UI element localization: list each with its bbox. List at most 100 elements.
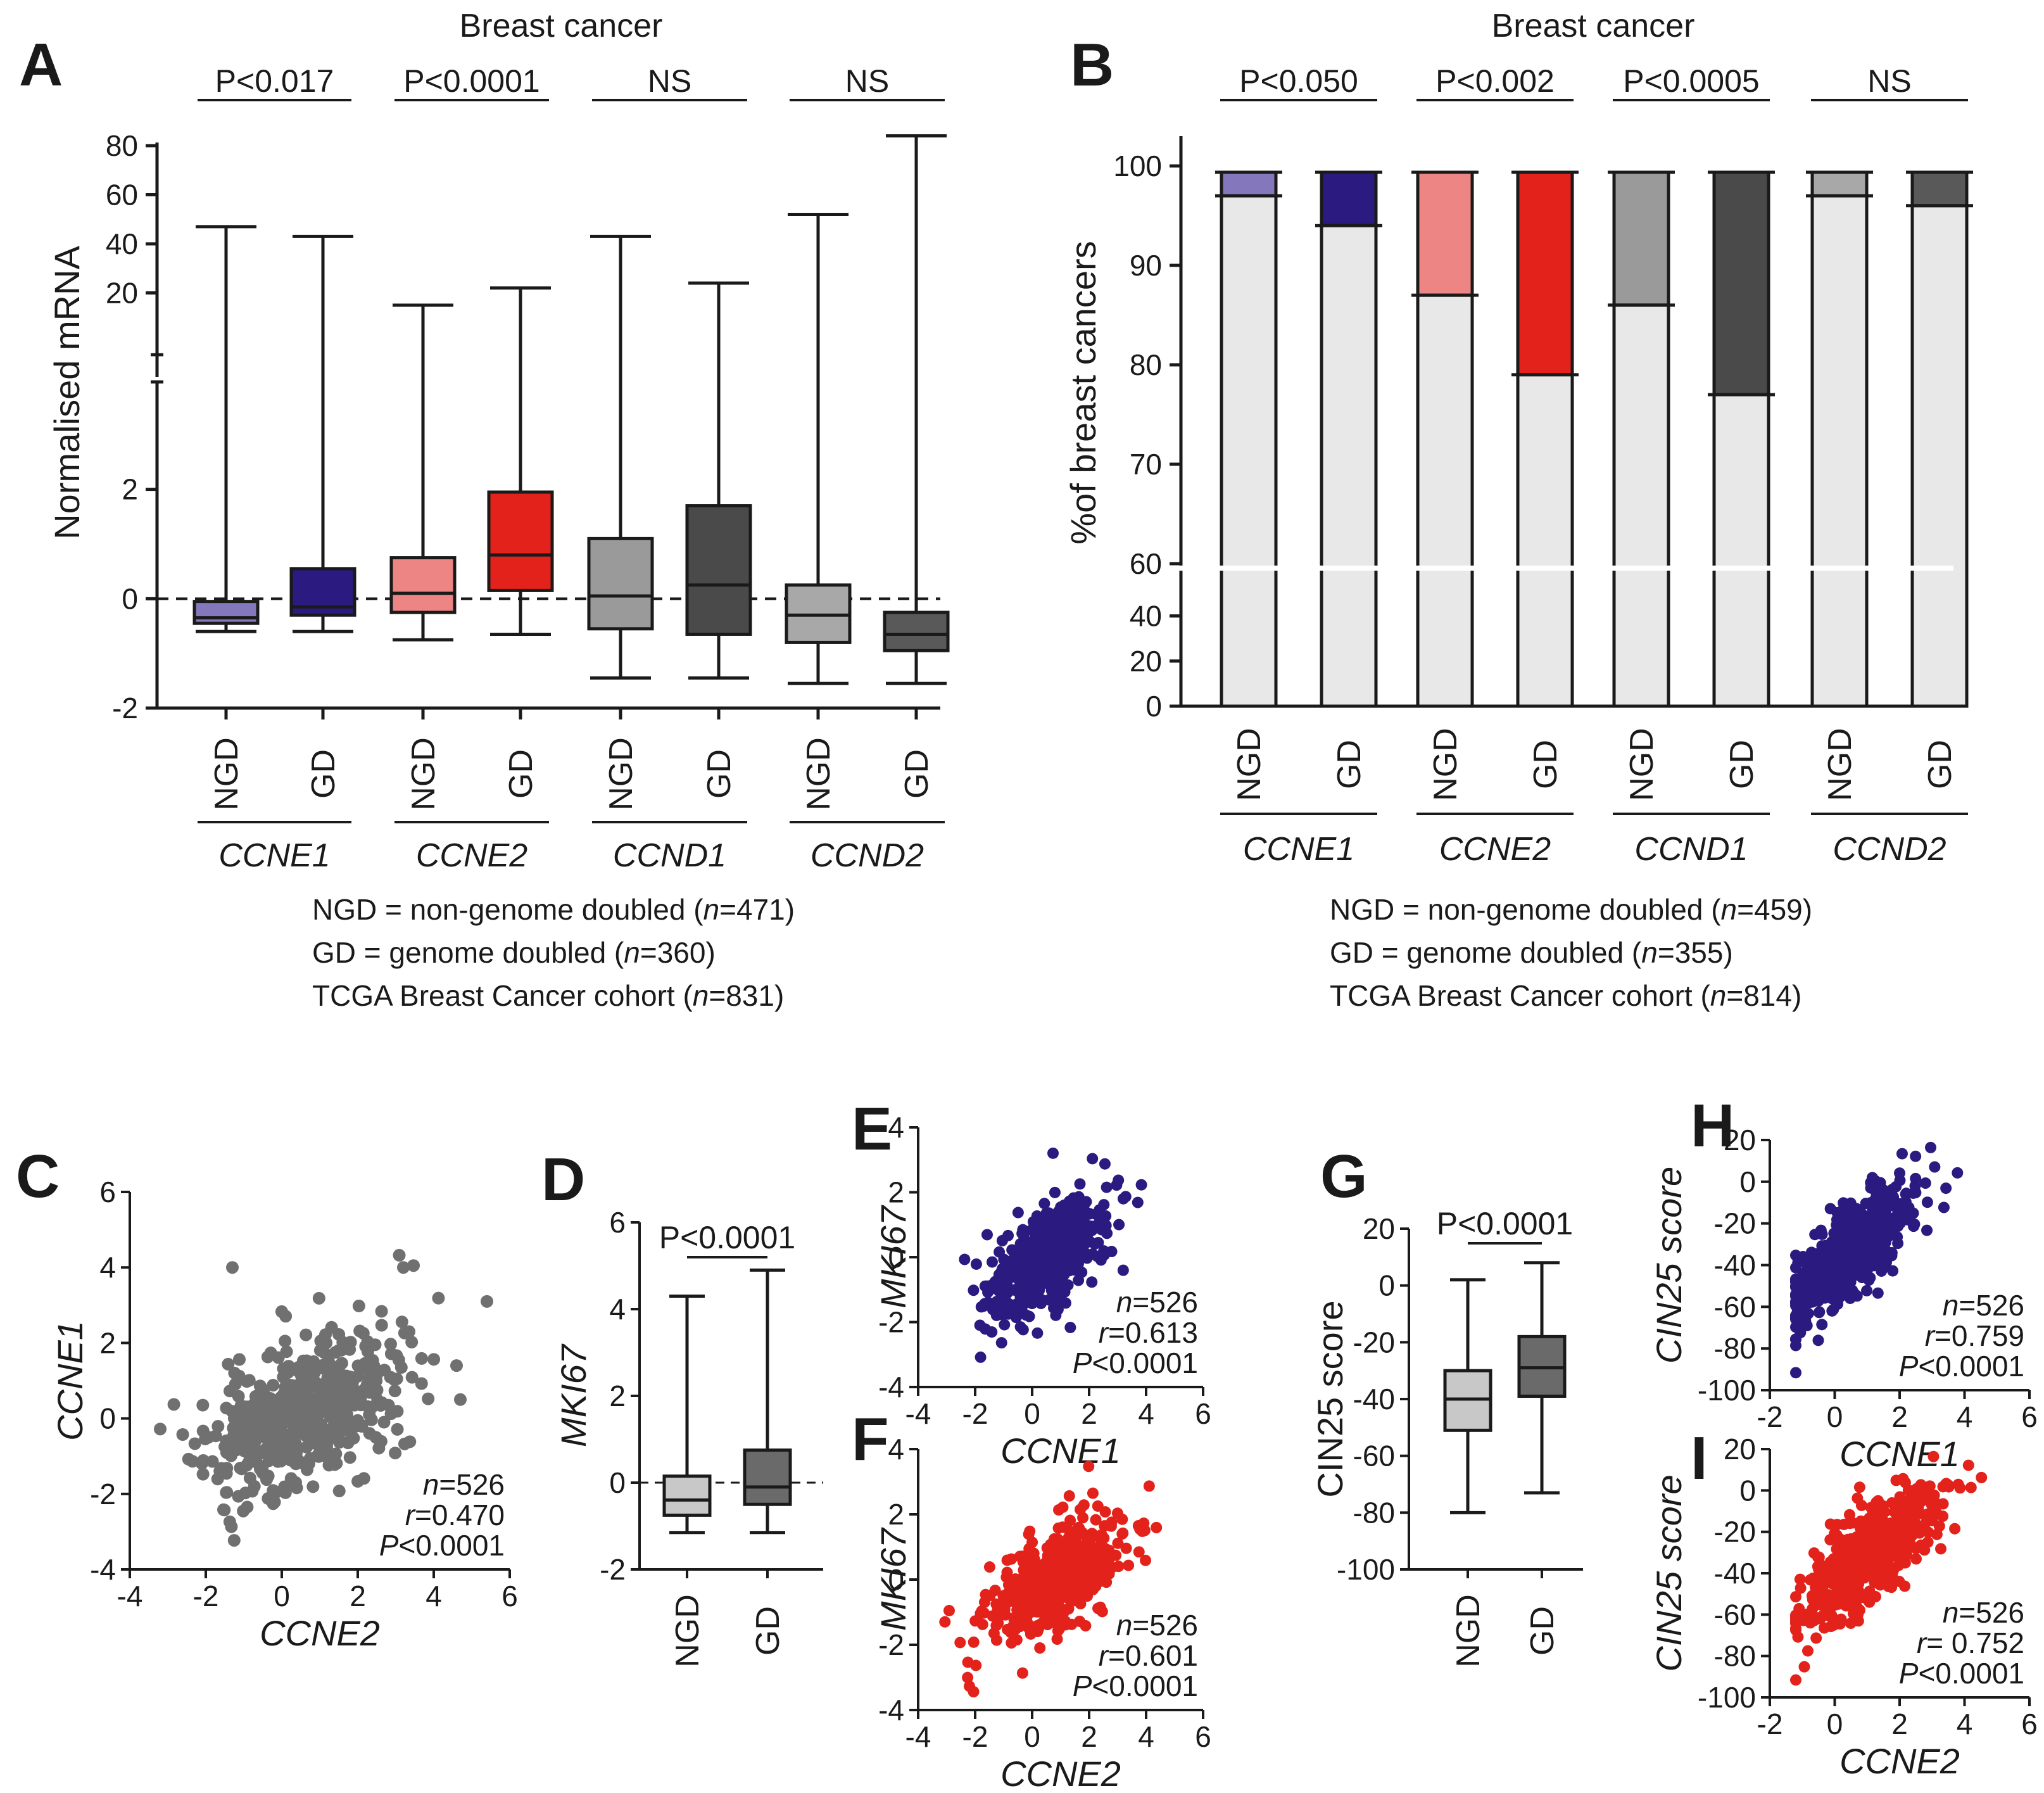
panel-h-data-point — [1797, 1312, 1809, 1324]
panel-a-box-ccne2-gd — [487, 490, 554, 592]
panel-d-y-tick-label: -2 — [600, 1553, 626, 1586]
panel-c-data-point — [176, 1428, 189, 1441]
panel-c-data-point — [347, 1431, 360, 1445]
panel-e-data-point — [1001, 1277, 1013, 1289]
panel-i-data-point — [1910, 1553, 1922, 1565]
panel-c-data-point — [415, 1377, 428, 1390]
panel-c-y-tick-label: 0 — [99, 1402, 116, 1435]
panel-g-significance-label: P<0.0001 — [1437, 1206, 1573, 1241]
panel-e-stat-label: P — [1073, 1346, 1092, 1379]
panel-b-y-tick-label: 20 — [1130, 645, 1162, 678]
panel-c-data-point — [354, 1360, 367, 1374]
panel-f-data-point — [1088, 1530, 1101, 1542]
panel-c-data-point — [300, 1440, 313, 1454]
panel-c-data-point — [206, 1455, 219, 1468]
panel-f-data-point — [1002, 1595, 1014, 1607]
panel-h-data-point — [1886, 1184, 1898, 1196]
panel-e-data-point — [1029, 1234, 1041, 1246]
panel-f-y-tick-label: -4 — [878, 1694, 904, 1726]
panel-i-data-point — [1849, 1593, 1861, 1606]
panel-d-y-tick-label: 2 — [609, 1379, 626, 1412]
panel-i-data-point — [1905, 1493, 1917, 1505]
panel-d-significance-label: P<0.0001 — [659, 1220, 795, 1255]
panel-i-data-point — [1927, 1450, 1940, 1462]
panel-f-data-point — [1025, 1573, 1037, 1585]
panel-f-data-point — [987, 1610, 999, 1622]
panel-c-data-point — [361, 1345, 374, 1358]
panel-h-data-point — [1838, 1197, 1850, 1209]
panel-f-stat-label: r — [1099, 1639, 1109, 1672]
panel-a-gene-label: CCND1 — [613, 837, 726, 874]
panel-e-data-point — [1008, 1284, 1020, 1296]
panel-e-stat-value: <0.0001 — [1092, 1346, 1198, 1379]
panel-c-outlier-point — [454, 1393, 467, 1406]
panel-c-data-point — [289, 1476, 302, 1489]
panel-c-data-point — [209, 1429, 222, 1443]
panel-c-data-point — [363, 1408, 376, 1421]
panel-c-data-point — [322, 1371, 336, 1384]
panel-b-y-label: %of breast cancers — [1063, 241, 1103, 544]
panel-c-y-tick-label: -4 — [90, 1553, 116, 1586]
panel-f-data-point — [1112, 1537, 1124, 1549]
panel-i-data-point — [1868, 1527, 1880, 1539]
panel-i-data-point — [1817, 1581, 1829, 1593]
panel-e-data-point — [1016, 1227, 1028, 1239]
panel-f-data-point — [1046, 1547, 1058, 1559]
panel-a-box-ccnd1-ngd — [587, 536, 654, 631]
panel-e-data-point — [981, 1229, 993, 1241]
panel-e-data-point — [1035, 1252, 1047, 1264]
panel-e-data-point — [1023, 1242, 1035, 1254]
panel-f-data-point — [1094, 1601, 1106, 1613]
panel-i-data-point — [1886, 1581, 1898, 1593]
panel-c-data-point — [361, 1335, 374, 1348]
panel-c-data-point — [317, 1438, 331, 1452]
panel-a-y-tick-label: 20 — [106, 277, 138, 310]
panel-i-data-point — [1922, 1508, 1934, 1520]
panel-g-x-tick-label: GD — [1524, 1606, 1561, 1656]
panel-f-data-point — [1059, 1541, 1071, 1553]
panel-h-data-point — [1871, 1257, 1883, 1269]
panel-c-stat-label: P — [379, 1529, 399, 1562]
panel-f-data-point — [1001, 1566, 1013, 1578]
panel-e-data-point — [998, 1253, 1010, 1265]
panel-i-data-point — [1908, 1507, 1921, 1519]
panel-h-data-point — [1805, 1260, 1817, 1272]
panel-a-title: Breast cancer — [460, 8, 663, 44]
panel-letter-h: H — [1691, 1092, 1734, 1160]
panel-f-data-point — [1087, 1487, 1099, 1499]
panel-c-data-point — [327, 1427, 341, 1440]
panel-c-data-point — [300, 1328, 313, 1341]
panel-h-data-point — [1940, 1182, 1952, 1194]
panel-b-x-tick-label: GD — [1527, 740, 1564, 789]
panel-d-box-gd — [743, 1448, 792, 1506]
panel-i-data-point — [1962, 1459, 1974, 1471]
panel-f-data-point — [1085, 1540, 1097, 1552]
panel-f-data-point — [1085, 1559, 1097, 1571]
panel-e-stat-label: r — [1099, 1316, 1109, 1349]
panel-h-data-point — [1863, 1274, 1875, 1286]
panel-h-data-point — [1790, 1333, 1801, 1345]
panel-i-y-tick-label: -100 — [1698, 1681, 1756, 1714]
panel-c-data-point — [403, 1435, 417, 1448]
panel-c-data-point — [227, 1412, 241, 1425]
panel-f-x-label: CCNE2 — [1000, 1754, 1121, 1790]
panel-c-data-point — [232, 1353, 246, 1366]
panel-letter-f: F — [852, 1405, 889, 1473]
panel-b-bar-ccnd2-gd — [1910, 170, 1969, 708]
panel-a-y-label: Normalised mRNA — [47, 246, 87, 540]
panel-e-data-point — [1033, 1282, 1045, 1294]
panel-c-data-point — [267, 1379, 280, 1392]
panel-h-stat-value: =526 — [1959, 1289, 2024, 1322]
panel-i-data-point — [1899, 1557, 1911, 1569]
panel-e-data-point — [1023, 1262, 1035, 1274]
panel-c-data-point — [405, 1371, 419, 1384]
panel-i-data-point — [1922, 1488, 1934, 1500]
panel-e-stat-value: =0.613 — [1108, 1316, 1198, 1349]
panel-a-y-tick-label: 2 — [122, 473, 138, 506]
panel-b-x-tick-label: NGD — [1427, 728, 1464, 801]
panel-b-x-tick-label: GD — [1724, 740, 1760, 789]
panel-i-data-point — [1949, 1523, 1961, 1535]
panel-e-data-point — [1064, 1321, 1076, 1333]
